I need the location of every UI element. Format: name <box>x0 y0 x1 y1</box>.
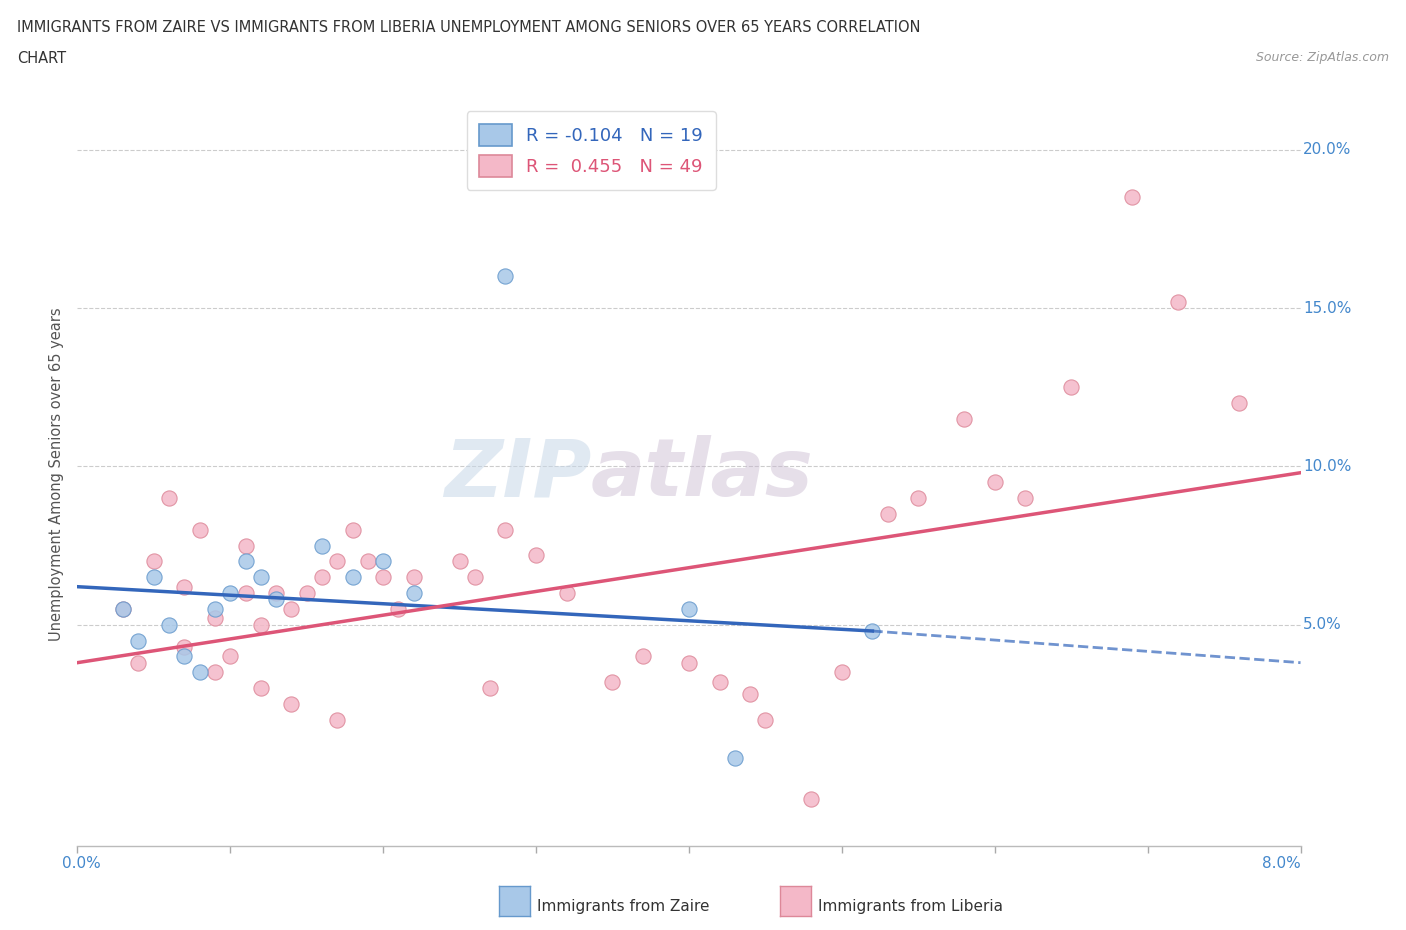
Point <box>357 554 380 569</box>
Point <box>250 570 273 585</box>
Point <box>555 586 578 601</box>
Point <box>678 602 700 617</box>
Point <box>204 602 226 617</box>
Point <box>204 665 226 680</box>
Point <box>724 751 747 765</box>
Point <box>173 640 195 655</box>
Text: IMMIGRANTS FROM ZAIRE VS IMMIGRANTS FROM LIBERIA UNEMPLOYMENT AMONG SENIORS OVER: IMMIGRANTS FROM ZAIRE VS IMMIGRANTS FROM… <box>17 20 921 35</box>
Point <box>280 697 302 711</box>
Point <box>188 523 211 538</box>
Point <box>235 586 257 601</box>
Text: atlas: atlas <box>591 435 814 513</box>
Point <box>157 491 180 506</box>
Point <box>250 618 273 632</box>
Point <box>387 602 409 617</box>
Y-axis label: Unemployment Among Seniors over 65 years: Unemployment Among Seniors over 65 years <box>49 308 65 641</box>
Point <box>495 523 517 538</box>
Legend: R = -0.104   N = 19, R =  0.455   N = 49: R = -0.104 N = 19, R = 0.455 N = 49 <box>467 112 716 190</box>
Text: Source: ZipAtlas.com: Source: ZipAtlas.com <box>1256 51 1389 64</box>
Point <box>479 681 502 696</box>
Point <box>326 712 349 727</box>
Point <box>860 624 884 639</box>
Point <box>219 649 242 664</box>
Text: 15.0%: 15.0% <box>1303 300 1351 315</box>
Point <box>342 523 364 538</box>
Point <box>188 665 211 680</box>
Point <box>250 681 273 696</box>
Point <box>709 674 731 689</box>
Point <box>831 665 853 680</box>
Point <box>204 611 226 626</box>
Point <box>264 586 287 601</box>
Point <box>219 586 242 601</box>
Point <box>173 579 195 594</box>
Point <box>264 591 287 606</box>
Text: ZIP: ZIP <box>444 435 591 513</box>
Text: Immigrants from Liberia: Immigrants from Liberia <box>818 899 1004 914</box>
Point <box>173 649 195 664</box>
Text: 10.0%: 10.0% <box>1303 458 1351 474</box>
Point <box>342 570 364 585</box>
Point <box>1060 379 1083 394</box>
Point <box>800 791 823 806</box>
Text: 8.0%: 8.0% <box>1261 856 1301 870</box>
Point <box>495 269 517 284</box>
Point <box>235 554 257 569</box>
Point <box>311 570 333 585</box>
Point <box>127 633 149 648</box>
Point <box>1014 491 1036 506</box>
Point <box>678 656 700 671</box>
Point <box>280 602 302 617</box>
Point <box>402 570 425 585</box>
Point <box>907 491 929 506</box>
Point <box>157 618 180 632</box>
Point <box>1229 395 1251 410</box>
Point <box>602 674 624 689</box>
Point <box>295 586 318 601</box>
Point <box>371 554 394 569</box>
Point <box>631 649 654 664</box>
Point <box>1121 190 1143 205</box>
Point <box>524 548 547 563</box>
Point <box>371 570 394 585</box>
Point <box>740 687 762 702</box>
Point <box>142 554 165 569</box>
Point <box>142 570 165 585</box>
Point <box>112 602 135 617</box>
Point <box>235 538 257 553</box>
Point <box>754 712 776 727</box>
Point <box>449 554 471 569</box>
Point <box>311 538 333 553</box>
Text: 5.0%: 5.0% <box>1303 618 1341 632</box>
Point <box>326 554 349 569</box>
Point <box>112 602 135 617</box>
Point <box>127 656 149 671</box>
Text: 0.0%: 0.0% <box>62 856 101 870</box>
Point <box>984 475 1007 490</box>
Point <box>464 570 486 585</box>
Text: Immigrants from Zaire: Immigrants from Zaire <box>537 899 710 914</box>
Point <box>953 411 976 426</box>
Point <box>876 507 898 522</box>
Point <box>1167 294 1189 309</box>
Text: 20.0%: 20.0% <box>1303 142 1351 157</box>
Point <box>402 586 425 601</box>
Text: CHART: CHART <box>17 51 66 66</box>
